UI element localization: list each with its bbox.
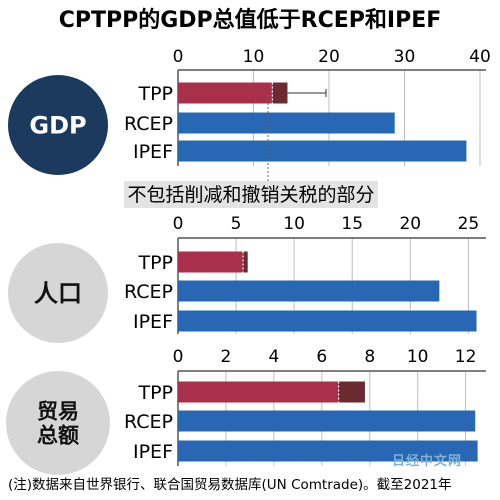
x-tick-label: 25 <box>458 214 480 234</box>
x-tick-label: 10 <box>243 47 265 67</box>
x-tick-label: 0 <box>173 47 184 67</box>
category-label: RCEP <box>124 281 173 303</box>
x-tick-label: 0 <box>173 214 184 234</box>
chart-panel-0: 0 10 20 30 40 TPP RCEP IPEF 不包括削减和撤销关税的部分 GDP <box>8 47 491 208</box>
category-label: IPEF <box>133 311 173 333</box>
panel-badge-label: 人口 <box>34 280 82 308</box>
x-tick-label: 20 <box>399 214 421 234</box>
category-label: TPP <box>137 382 173 404</box>
bar-tpp-extra <box>243 251 248 273</box>
x-tick-label: 2 <box>221 347 232 367</box>
bar-ipef <box>178 140 467 162</box>
x-tick-label: 12 <box>455 347 477 367</box>
category-label: RCEP <box>124 113 173 135</box>
bar-tpp <box>178 82 273 104</box>
bar-tpp <box>178 251 244 273</box>
panel-badge-label: 贸易总额 <box>37 400 79 448</box>
bar-rcep <box>178 280 440 302</box>
bar-rcep <box>178 112 395 134</box>
x-tick-label: 6 <box>316 347 327 367</box>
x-tick-label: 8 <box>364 347 375 367</box>
watermark: 日经中文网 <box>392 453 462 469</box>
bar-tpp <box>178 381 339 403</box>
panel-badge <box>8 243 108 343</box>
x-tick-label: 30 <box>394 47 416 67</box>
panel-badge-label: GDP <box>29 112 86 140</box>
annotation-text: 不包括削减和撤销关税的部分 <box>127 184 374 206</box>
category-label: IPEF <box>133 441 173 463</box>
x-tick-label: 5 <box>231 214 242 234</box>
bar-tpp-extra <box>272 82 288 104</box>
panel-badge <box>8 75 108 175</box>
x-tick-label: 10 <box>283 214 305 234</box>
footnote: (注)数据来自世界银行、联合国贸易数据库(UN Comtrade)。截至2021… <box>8 477 452 493</box>
category-label: TPP <box>137 252 173 274</box>
panel-badge <box>6 371 110 475</box>
bar-rcep <box>178 410 476 432</box>
category-label: RCEP <box>124 411 173 433</box>
chart-title: CPTPP的GDP总值低于RCEP和IPEF <box>59 7 442 33</box>
x-tick-label: 0 <box>173 347 184 367</box>
annotation-box <box>124 181 378 208</box>
category-label: IPEF <box>133 141 173 163</box>
bar-tpp-extra <box>338 381 365 403</box>
category-label: TPP <box>137 83 173 105</box>
x-tick-label: 15 <box>341 214 363 234</box>
bar-ipef <box>178 310 477 332</box>
chart-panel-1: 0 5 10 15 20 25 TPP RCEP IPEF 人口 <box>8 214 486 343</box>
x-tick-label: 10 <box>407 347 429 367</box>
chart-panel-2: 0 2 4 6 8 10 12 TPP RCEP IPEF 贸易总额 <box>6 347 486 475</box>
x-tick-label: 40 <box>469 47 491 67</box>
bar-ipef <box>178 440 478 462</box>
x-tick-label: 20 <box>318 47 340 67</box>
x-tick-label: 4 <box>268 347 279 367</box>
